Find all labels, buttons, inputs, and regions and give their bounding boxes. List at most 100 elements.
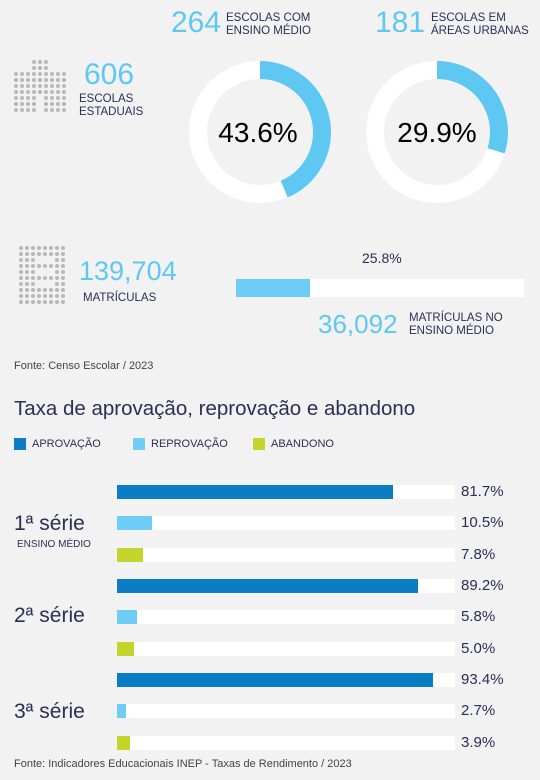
- legend-item-aprovacao: APROVAÇÃO: [14, 438, 133, 450]
- bar-track: [117, 548, 455, 562]
- icon-dot: [20, 96, 24, 100]
- bar-track: [117, 485, 455, 499]
- icon-dot: [55, 282, 59, 286]
- bar-value-label: 10.5%: [461, 514, 504, 531]
- icon-dot: [56, 90, 60, 94]
- icon-dot: [61, 264, 65, 268]
- icon-dot: [32, 96, 36, 100]
- donut-areas-urbanas: 29.9%: [366, 61, 508, 203]
- enrollment-icon: [19, 246, 65, 304]
- icon-dot: [50, 72, 54, 76]
- icon-dot: [49, 252, 53, 256]
- icon-dot: [55, 258, 59, 262]
- bar-aprovação: [117, 485, 394, 499]
- icon-dot: [43, 246, 47, 250]
- legend: APROVAÇÃO REPROVAÇÃO ABANDONO: [14, 438, 334, 450]
- ensino-medio-label: ESCOLAS COM ENSINO MÉDIO: [226, 12, 311, 38]
- icon-dot: [49, 294, 53, 298]
- matriculas-em-label-line1: MATRÍCULAS NO: [409, 312, 503, 324]
- icon-dot: [56, 102, 60, 106]
- bar-track: [117, 704, 455, 718]
- category-label: 1ª série: [14, 512, 85, 535]
- icon-dot: [44, 102, 48, 106]
- icon-dot: [44, 60, 48, 64]
- icon-dot: [25, 270, 29, 274]
- icon-dot: [49, 246, 53, 250]
- icon-dot: [19, 264, 23, 268]
- bar-abandono: [117, 736, 131, 750]
- icon-dot: [19, 258, 23, 262]
- icon-dot: [32, 78, 36, 82]
- icon-dot: [14, 90, 18, 94]
- legend-label: ABANDONO: [271, 438, 334, 450]
- icon-dot: [55, 294, 59, 298]
- matriculas-em-label: MATRÍCULAS NO ENSINO MÉDIO: [409, 312, 503, 338]
- legend-swatch: [253, 438, 265, 450]
- icon-dot: [55, 288, 59, 292]
- icon-dot: [14, 102, 18, 106]
- icon-dot: [19, 282, 23, 286]
- icon-dot: [61, 294, 65, 298]
- icon-dot: [50, 78, 54, 82]
- icon-dot: [38, 90, 42, 94]
- icon-dot: [31, 264, 35, 268]
- icon-dot: [26, 102, 30, 106]
- icon-dot: [26, 72, 30, 76]
- bar-reprovação: [117, 610, 137, 624]
- icon-dot: [44, 78, 48, 82]
- icon-dot: [49, 300, 53, 304]
- ensino-medio-label-line1: ESCOLAS COM: [226, 12, 311, 24]
- donut-ensino-medio: 43.6%: [189, 61, 331, 203]
- ensino-medio-value: 264: [171, 6, 222, 39]
- icon-dot: [50, 96, 54, 100]
- icon-dot: [62, 84, 66, 88]
- icon-dot: [31, 270, 35, 274]
- bar-aprovação: [117, 579, 419, 593]
- icon-dot: [43, 252, 47, 256]
- icon-dot: [31, 258, 35, 262]
- icon-dot: [32, 102, 36, 106]
- icon-dot: [38, 84, 42, 88]
- icon-dot: [56, 108, 60, 112]
- icon-dot: [19, 294, 23, 298]
- icon-dot: [55, 264, 59, 268]
- icon-dot: [31, 282, 35, 286]
- bar-track: [117, 610, 455, 624]
- icon-dot: [32, 108, 36, 112]
- icon-dot: [50, 84, 54, 88]
- icon-dot: [56, 84, 60, 88]
- bar-track: [117, 642, 455, 656]
- icon-dot: [25, 246, 29, 250]
- icon-dot: [43, 288, 47, 292]
- icon-dot: [19, 252, 23, 256]
- matriculas-bar-fill: [236, 279, 311, 297]
- icon-dot: [26, 96, 30, 100]
- icon-dot: [61, 300, 65, 304]
- icon-dot: [37, 288, 41, 292]
- bar-value-label: 93.4%: [461, 671, 504, 688]
- icon-dot: [62, 72, 66, 76]
- icon-dot: [31, 288, 35, 292]
- icon-dot: [32, 72, 36, 76]
- icon-dot: [25, 252, 29, 256]
- icon-dot: [49, 276, 53, 280]
- icon-dot: [61, 270, 65, 274]
- legend-item-reprovacao: REPROVAÇÃO: [133, 438, 253, 450]
- bar-abandono: [117, 548, 144, 562]
- bar-value-label: 81.7%: [461, 483, 504, 500]
- icon-dot: [62, 108, 66, 112]
- donut-arc: [189, 61, 331, 203]
- icon-dot: [20, 78, 24, 82]
- icon-dot: [55, 270, 59, 274]
- icon-dot: [25, 264, 29, 268]
- icon-dot: [56, 96, 60, 100]
- icon-dot: [44, 84, 48, 88]
- icon-dot: [56, 72, 60, 76]
- bar-value-label: 7.8%: [461, 546, 496, 563]
- areas-urbanas-value: 181: [375, 6, 426, 39]
- icon-dot: [55, 246, 59, 250]
- areas-urbanas-label-line1: ESCOLAS EM: [431, 12, 506, 24]
- icon-dot: [37, 300, 41, 304]
- icon-dot: [19, 300, 23, 304]
- icon-dot: [43, 300, 47, 304]
